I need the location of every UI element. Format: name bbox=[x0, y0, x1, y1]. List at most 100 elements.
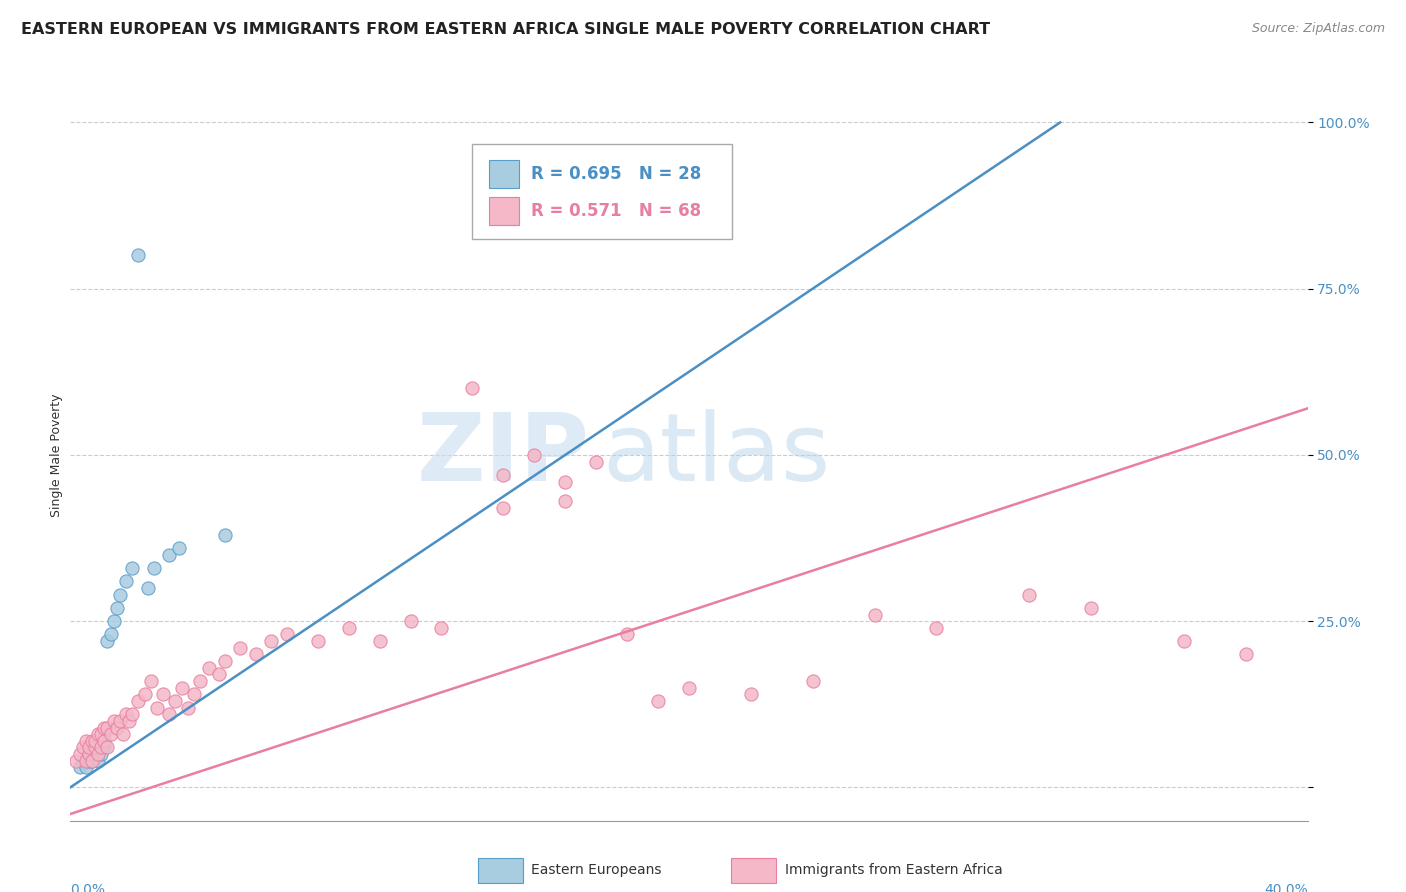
Point bbox=[77, 740, 100, 755]
Point bbox=[118, 714, 141, 728]
Point bbox=[87, 740, 110, 755]
Point bbox=[165, 694, 187, 708]
Point bbox=[84, 734, 107, 748]
Point bbox=[121, 561, 143, 575]
Point bbox=[108, 588, 131, 602]
Y-axis label: Single Male Poverty: Single Male Poverty bbox=[51, 393, 63, 516]
Text: Immigrants from Eastern Africa: Immigrants from Eastern Africa bbox=[785, 863, 1002, 877]
Point bbox=[115, 574, 138, 589]
Text: EASTERN EUROPEAN VS IMMIGRANTS FROM EASTERN AFRICA SINGLE MALE POVERTY CORRELATI: EASTERN EUROPEAN VS IMMIGRANTS FROM EAST… bbox=[21, 22, 990, 37]
Point bbox=[167, 541, 190, 555]
Point bbox=[276, 627, 298, 641]
Point bbox=[96, 721, 118, 735]
Point bbox=[146, 700, 169, 714]
Point bbox=[1173, 634, 1195, 648]
FancyBboxPatch shape bbox=[472, 144, 733, 239]
Point bbox=[80, 754, 103, 768]
Point bbox=[801, 673, 824, 688]
Point bbox=[260, 634, 283, 648]
Point bbox=[585, 454, 607, 468]
FancyBboxPatch shape bbox=[488, 197, 519, 225]
Point bbox=[90, 734, 112, 748]
Point bbox=[523, 448, 546, 462]
Point bbox=[69, 760, 91, 774]
Point bbox=[105, 721, 128, 735]
Point bbox=[337, 621, 360, 635]
Point bbox=[72, 754, 94, 768]
Point bbox=[134, 687, 156, 701]
Point bbox=[307, 634, 329, 648]
Point bbox=[678, 681, 700, 695]
Point bbox=[75, 760, 97, 774]
Point bbox=[75, 734, 97, 748]
Point bbox=[77, 747, 100, 761]
Point bbox=[87, 754, 110, 768]
Point bbox=[170, 681, 193, 695]
Point bbox=[90, 747, 112, 761]
Text: atlas: atlas bbox=[602, 409, 831, 501]
Point bbox=[245, 648, 267, 662]
Point bbox=[492, 467, 515, 482]
Point bbox=[84, 734, 107, 748]
Point bbox=[103, 614, 125, 628]
Point bbox=[77, 747, 100, 761]
Point bbox=[554, 494, 576, 508]
Point bbox=[152, 687, 174, 701]
Point bbox=[214, 527, 236, 541]
Point bbox=[84, 740, 107, 755]
Text: 40.0%: 40.0% bbox=[1264, 883, 1308, 892]
Point bbox=[93, 740, 115, 755]
Point bbox=[1080, 600, 1102, 615]
Point bbox=[177, 700, 200, 714]
Point bbox=[616, 627, 638, 641]
Point bbox=[740, 687, 762, 701]
Point bbox=[65, 754, 87, 768]
Point bbox=[1018, 588, 1040, 602]
Text: Eastern Europeans: Eastern Europeans bbox=[531, 863, 662, 877]
Point bbox=[121, 707, 143, 722]
Point bbox=[127, 694, 149, 708]
Point bbox=[157, 707, 180, 722]
Point bbox=[100, 727, 122, 741]
Point bbox=[863, 607, 886, 622]
Point bbox=[136, 581, 159, 595]
Point bbox=[208, 667, 231, 681]
Text: Source: ZipAtlas.com: Source: ZipAtlas.com bbox=[1251, 22, 1385, 36]
Point bbox=[69, 747, 91, 761]
Point bbox=[103, 714, 125, 728]
Point bbox=[925, 621, 948, 635]
Point bbox=[188, 673, 211, 688]
Point bbox=[157, 548, 180, 562]
Point bbox=[111, 727, 134, 741]
Point bbox=[93, 721, 115, 735]
Point bbox=[115, 707, 138, 722]
Point bbox=[229, 640, 252, 655]
Point bbox=[80, 740, 103, 755]
Point bbox=[492, 501, 515, 516]
Point bbox=[198, 661, 221, 675]
Point bbox=[90, 727, 112, 741]
Point bbox=[368, 634, 391, 648]
Point bbox=[1234, 648, 1257, 662]
Point bbox=[554, 475, 576, 489]
Point bbox=[142, 561, 165, 575]
Point bbox=[127, 248, 149, 262]
Point bbox=[96, 634, 118, 648]
Point bbox=[96, 740, 118, 755]
Point bbox=[100, 627, 122, 641]
Point bbox=[93, 734, 115, 748]
Point bbox=[75, 754, 97, 768]
Point bbox=[77, 754, 100, 768]
Point bbox=[84, 747, 107, 761]
Point bbox=[80, 754, 103, 768]
Point bbox=[87, 747, 110, 761]
Point bbox=[430, 621, 453, 635]
Point bbox=[214, 654, 236, 668]
Point bbox=[183, 687, 205, 701]
Point bbox=[72, 740, 94, 755]
Point bbox=[90, 740, 112, 755]
FancyBboxPatch shape bbox=[488, 161, 519, 188]
Text: ZIP: ZIP bbox=[418, 409, 591, 501]
Point bbox=[647, 694, 669, 708]
Point bbox=[399, 614, 422, 628]
